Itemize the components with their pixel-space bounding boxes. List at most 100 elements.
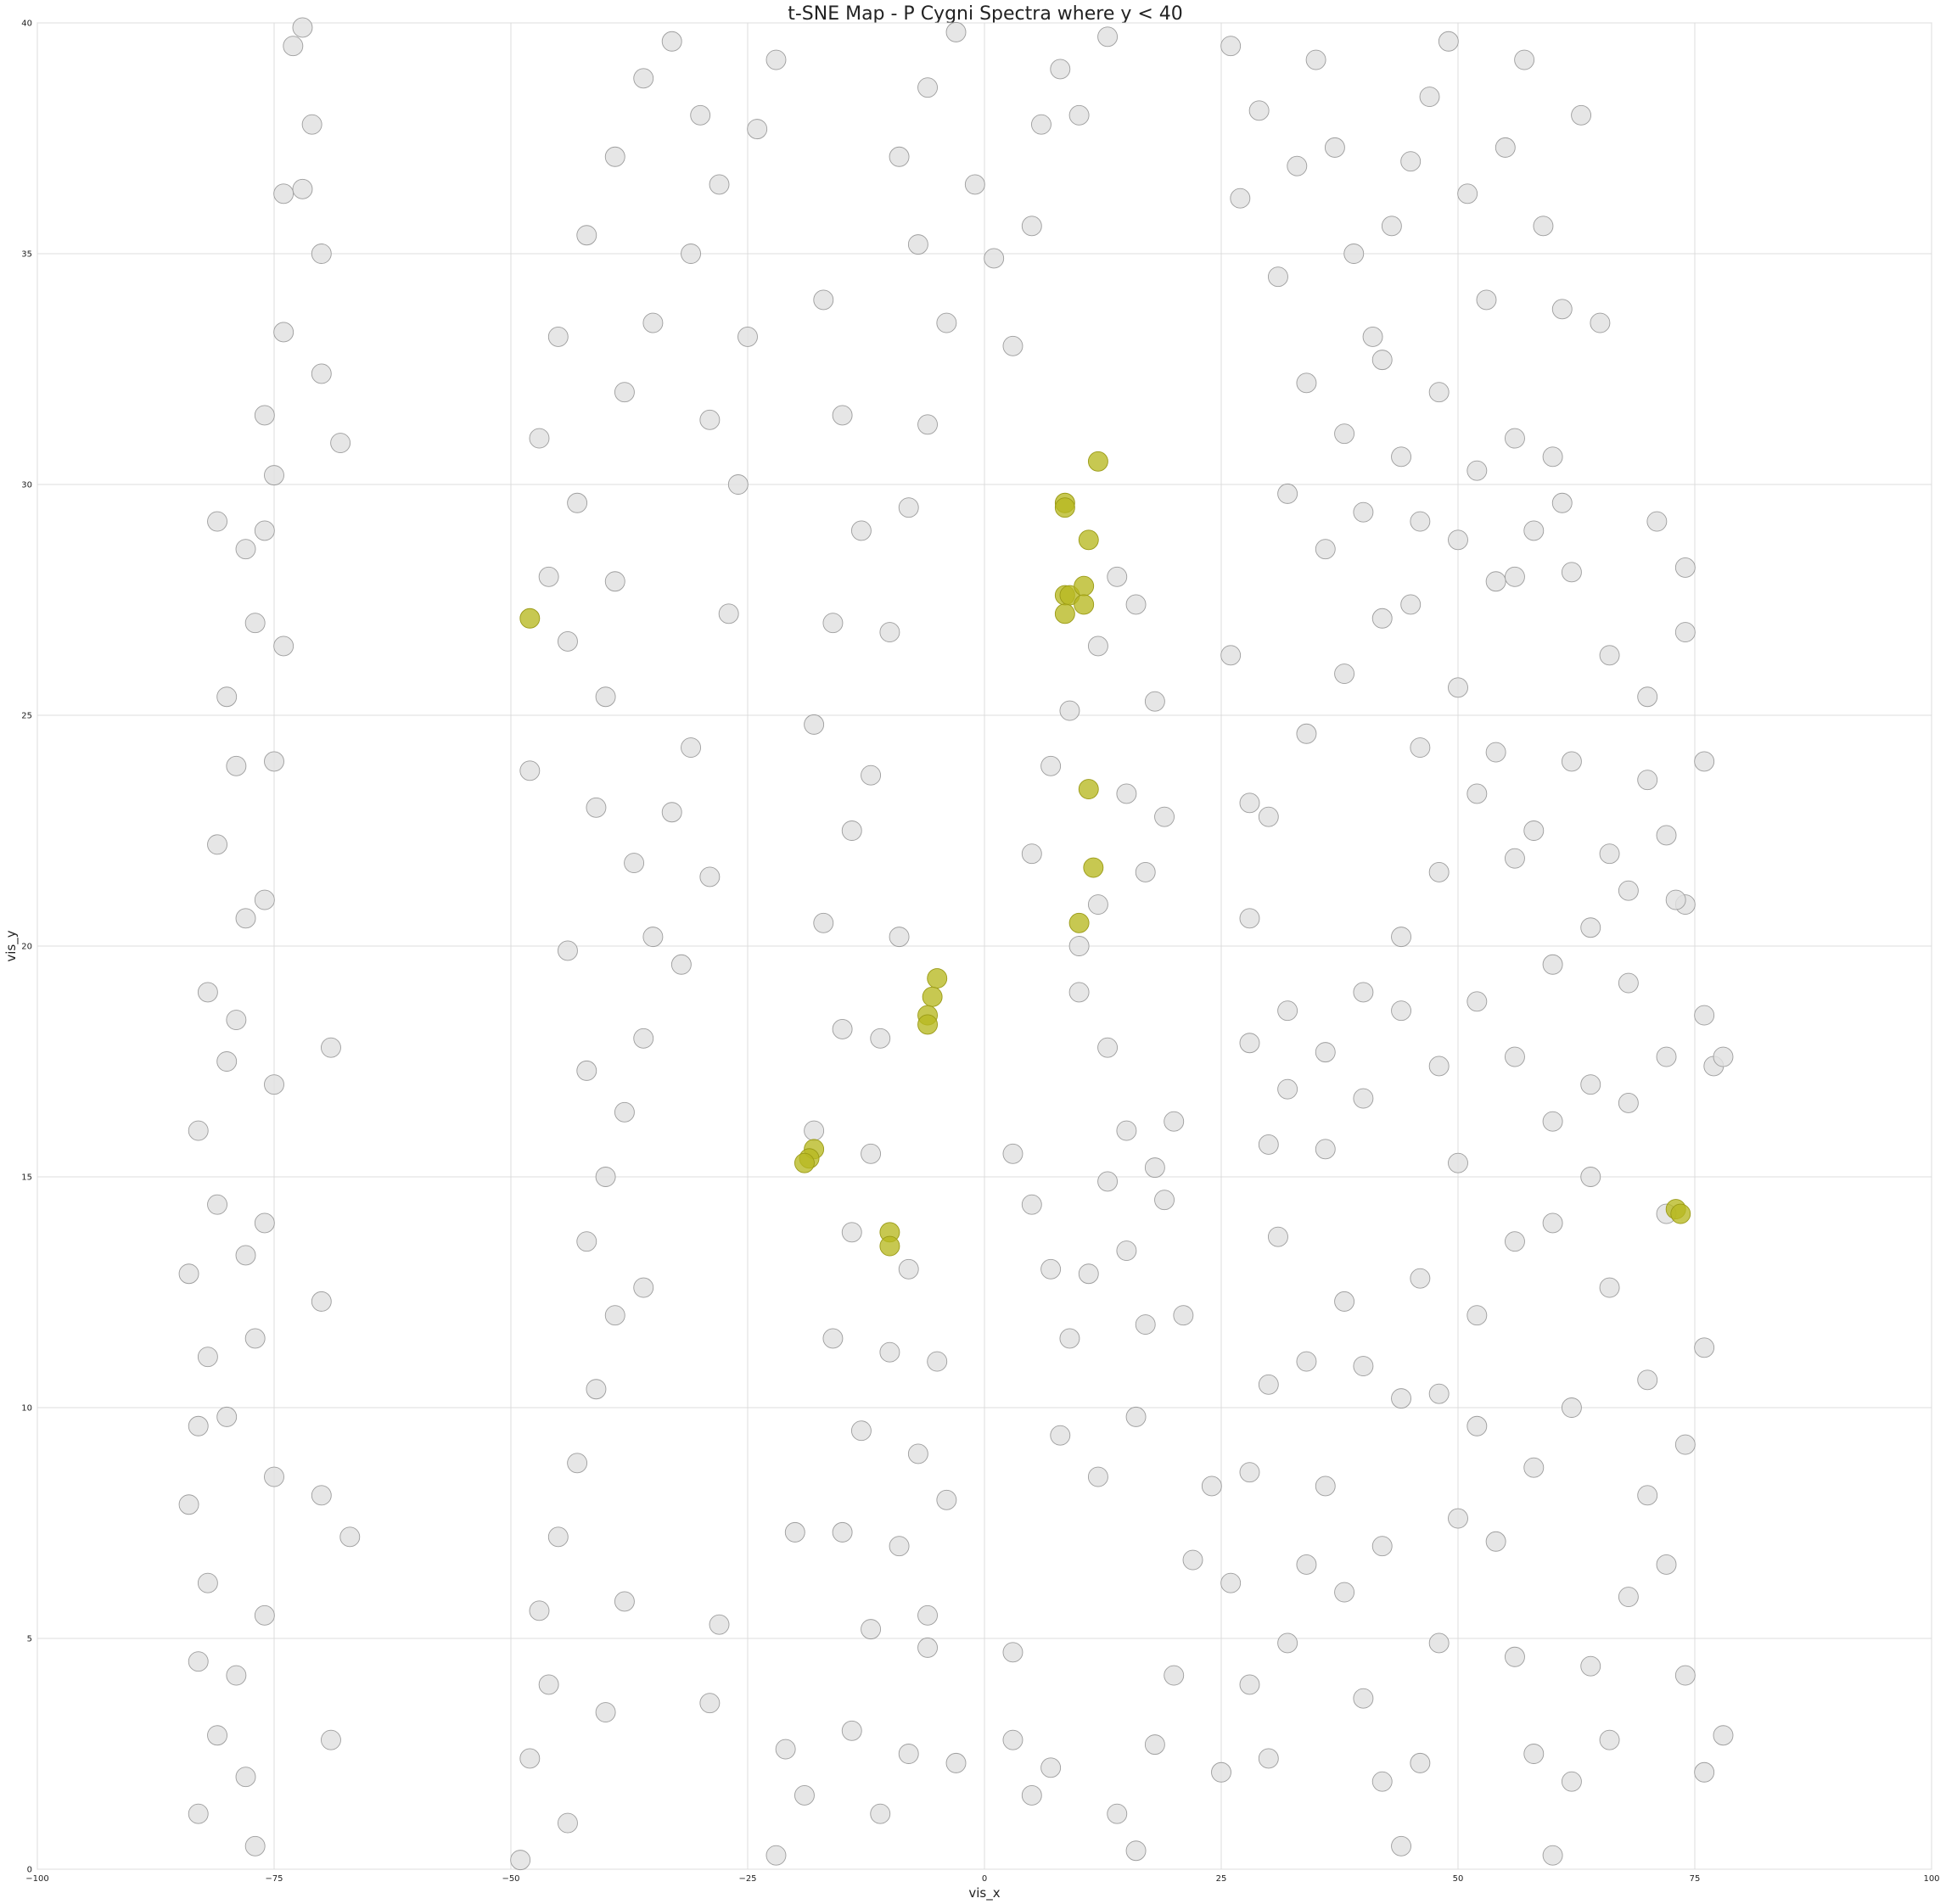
- scatter-point: [1296, 1554, 1317, 1575]
- scatter-point: [1324, 137, 1345, 158]
- scatter-point: [207, 1725, 227, 1746]
- scatter-point: [235, 1245, 256, 1266]
- scatter-point: [1637, 1369, 1658, 1391]
- x-tick-label: 75: [1690, 1874, 1701, 1884]
- scatter-point: [1268, 266, 1288, 288]
- scatter-point: [1021, 216, 1042, 237]
- scatter-point: [226, 1665, 247, 1686]
- scatter-point: [1305, 49, 1326, 70]
- scatter-point: [235, 908, 256, 929]
- scatter-point: [936, 312, 957, 333]
- scatter-point: [1580, 1167, 1601, 1187]
- scatter-point: [1097, 1171, 1119, 1192]
- scatter-point: [870, 1028, 891, 1049]
- scatter-point: [1533, 216, 1554, 237]
- scatter-point: [1296, 1351, 1317, 1372]
- scatter-point: [1371, 350, 1393, 371]
- scatter-point: [538, 566, 559, 587]
- scatter-point: [1068, 982, 1090, 1003]
- scatter-point: [529, 428, 550, 449]
- highlight-point: [917, 1014, 938, 1035]
- scatter-point: [595, 1167, 616, 1187]
- scatter-point: [1694, 1005, 1715, 1026]
- scatter-point: [850, 520, 872, 541]
- scatter-point: [822, 613, 844, 634]
- scatter-point: [547, 1526, 569, 1548]
- scatter-point: [1002, 1642, 1023, 1663]
- x-tick-label: −75: [265, 1874, 283, 1884]
- scatter-point: [699, 409, 721, 430]
- scatter-point: [1125, 1406, 1147, 1427]
- scatter-point: [850, 1420, 872, 1442]
- highlight-point: [922, 986, 943, 1007]
- scatter-point: [538, 1674, 559, 1695]
- scatter-point: [254, 1212, 275, 1234]
- scatter-point: [747, 119, 768, 140]
- scatter-point: [1410, 1268, 1431, 1289]
- scatter-point: [197, 1347, 218, 1368]
- highlight-point: [1670, 1203, 1691, 1224]
- scatter-point: [1371, 1536, 1393, 1557]
- scatter-point: [1334, 1291, 1355, 1312]
- scatter-point: [1505, 1046, 1525, 1067]
- scatter-point: [1410, 1752, 1431, 1773]
- scatter-point: [188, 1120, 209, 1141]
- scatter-point: [670, 954, 692, 975]
- scatter-point: [766, 49, 787, 70]
- scatter-point: [311, 244, 332, 264]
- scatter-point: [547, 326, 569, 347]
- scatter-point: [1220, 1572, 1242, 1593]
- scatter-point: [1618, 972, 1639, 994]
- scatter-point: [254, 405, 275, 426]
- scatter-point: [727, 474, 749, 495]
- scatter-point: [1107, 1803, 1128, 1824]
- highlight-point: [794, 1152, 815, 1173]
- scatter-point: [1144, 691, 1165, 712]
- scatter-point: [709, 174, 730, 195]
- scatter-point: [321, 1729, 341, 1750]
- scatter-point: [226, 1010, 247, 1030]
- scatter-point: [1040, 755, 1062, 776]
- scatter-point: [1277, 1078, 1298, 1100]
- scatter-point: [1656, 825, 1677, 846]
- scatter-point: [178, 1494, 199, 1515]
- scatter-point: [1571, 104, 1592, 126]
- scatter-point: [519, 760, 541, 781]
- scatter-point: [1277, 1000, 1298, 1022]
- scatter-point: [301, 114, 322, 135]
- scatter-point: [642, 927, 664, 948]
- scatter-point: [558, 940, 578, 961]
- scatter-point: [699, 866, 721, 888]
- scatter-point: [264, 1074, 284, 1095]
- scatter-point: [1371, 1771, 1393, 1792]
- scatter-point: [642, 312, 664, 333]
- scatter-point: [1239, 1462, 1260, 1483]
- scatter-point: [1428, 1383, 1450, 1404]
- scatter-point: [775, 1739, 796, 1760]
- y-tick-label: 20: [21, 943, 32, 952]
- scatter-point: [1315, 1042, 1336, 1063]
- scatter-point: [1419, 87, 1440, 107]
- scatter-point: [784, 1521, 805, 1543]
- scatter-point: [1542, 1212, 1563, 1234]
- scatter-point: [1050, 59, 1071, 80]
- scatter-point: [917, 1604, 938, 1626]
- scatter-point: [1523, 520, 1545, 541]
- scatter-point: [178, 1263, 199, 1285]
- scatter-point: [292, 178, 313, 199]
- grid-lines: [36, 22, 1932, 1870]
- scatter-point: [984, 248, 1005, 269]
- scatter-point: [1116, 1120, 1137, 1141]
- scatter-point: [633, 1028, 654, 1049]
- scatter-point: [813, 289, 834, 311]
- scatter-point: [1002, 1143, 1023, 1164]
- scatter-point: [1514, 49, 1535, 70]
- scatter-point: [614, 1101, 635, 1123]
- scatter-point: [1551, 492, 1573, 513]
- scatter-point: [1144, 1734, 1165, 1756]
- x-tick-label: −50: [502, 1874, 519, 1884]
- scatter-point: [1164, 1111, 1185, 1132]
- scatter-point: [1561, 1771, 1582, 1792]
- scatter-point: [1637, 1485, 1658, 1506]
